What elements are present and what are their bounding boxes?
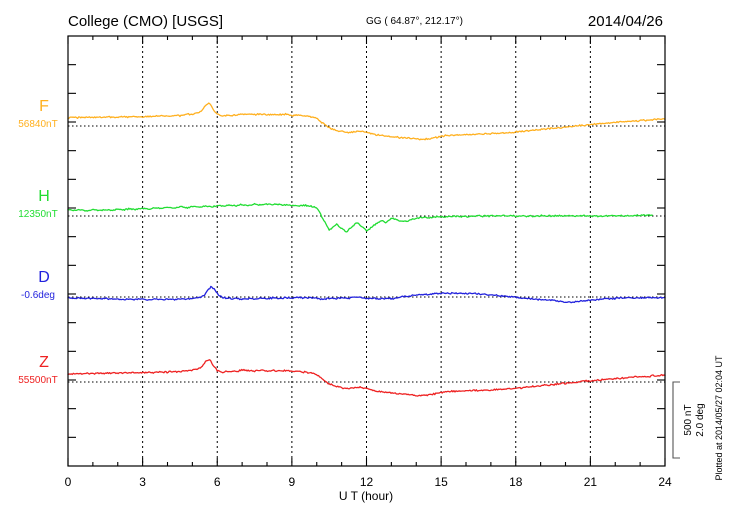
legend-baseline-F: 56840nT <box>18 119 57 130</box>
legend-baseline-H: 12350nT <box>18 209 57 220</box>
legend-letter-Z: Z <box>39 354 49 371</box>
trace-Z <box>67 359 666 397</box>
x-tick-label-21: 21 <box>584 475 598 489</box>
legend-baseline-Z: 55500nT <box>18 375 57 386</box>
legend-letter-H: H <box>38 188 50 205</box>
x-tick-label-12: 12 <box>360 475 374 489</box>
x-tick-label-18: 18 <box>509 475 523 489</box>
x-tick-label-24: 24 <box>658 475 672 489</box>
trace-H <box>67 202 653 233</box>
component-traces <box>67 102 666 397</box>
x-tick-label-6: 6 <box>214 475 221 489</box>
axis-ticks <box>67 36 666 466</box>
legend-baseline-D: -0.6deg <box>21 290 55 301</box>
scale-bar-nt-label: 500 nT <box>683 404 694 435</box>
x-axis-title: U T (hour) <box>339 489 393 503</box>
x-tick-label-9: 9 <box>289 475 296 489</box>
legend-letter-D: D <box>38 269 50 286</box>
scale-bar <box>672 381 680 459</box>
trace-F <box>67 102 666 141</box>
observation-date: 2014/04/26 <box>588 13 663 30</box>
scale-bar-deg-label: 2.0 deg <box>695 403 706 436</box>
station-title: College (CMO) [USGS] <box>68 13 223 30</box>
trace-D <box>67 285 666 304</box>
component-legend: F 56840nT H 12350nT D -0.6deg Z 55500nT <box>18 98 57 386</box>
x-tick-label-0: 0 <box>65 475 72 489</box>
x-axis-tick-labels: 0 3 6 9 12 15 18 21 24 <box>65 475 672 489</box>
legend-letter-F: F <box>39 98 49 115</box>
geographic-coordinates: GG ( 64.87°, 212.17°) <box>366 16 463 27</box>
plotted-at-note: Plotted at 2014/05/27 02:04 UT <box>714 355 724 481</box>
x-tick-label-3: 3 <box>139 475 146 489</box>
x-tick-label-15: 15 <box>434 475 448 489</box>
gridlines <box>142 36 591 466</box>
